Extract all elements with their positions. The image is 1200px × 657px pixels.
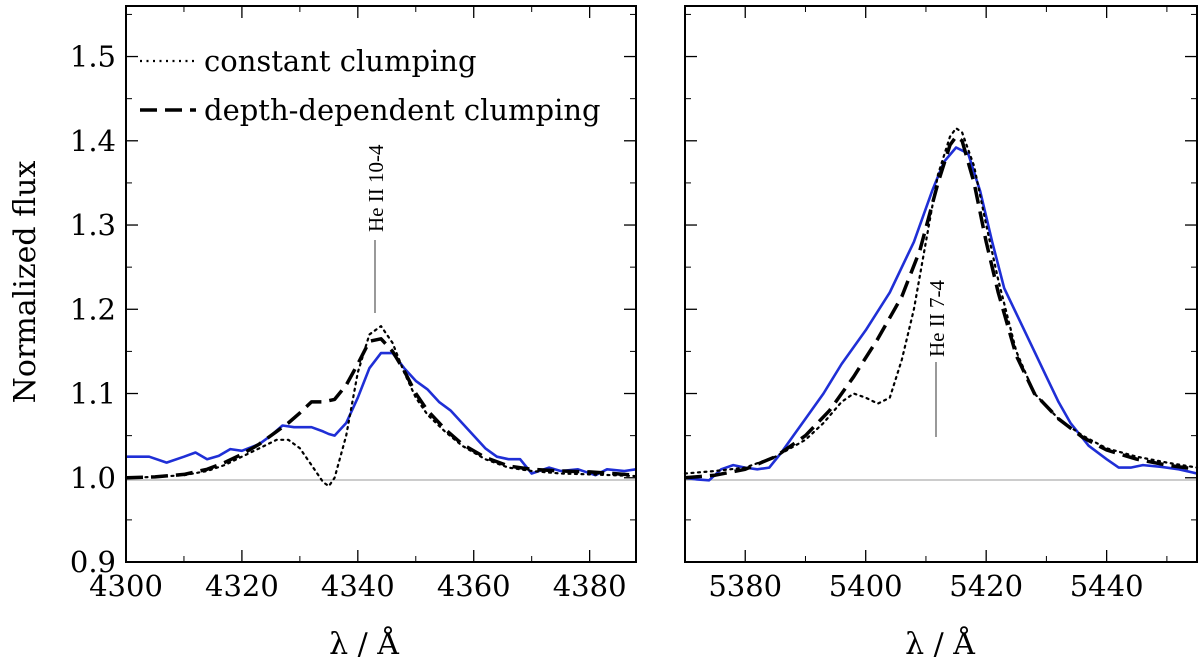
left-series-constant-clumping — [124, 325, 638, 488]
left-x-tick-label: 4340 — [321, 569, 395, 603]
right-x-tick-label: 5380 — [708, 569, 782, 603]
left-y-tick-label: 1.4 — [70, 124, 116, 158]
legend-depth-dependent-clumping: depth-dependent clumping — [204, 93, 601, 127]
right-series-constant-clumping — [683, 127, 1199, 475]
he-ii-7-4-label: He II 7-4 — [925, 280, 949, 357]
left-plot-frame — [125, 5, 637, 563]
left-y-tick-label: 1.5 — [70, 40, 116, 74]
left-x-axis-label: λ / Å — [329, 626, 399, 657]
left-tick-labels: 4300 4320 4340 4360 4380 0.9 1.0 1.1 1.2 1.3 1.4 1.… — [70, 40, 627, 603]
left-panel: He II 10-4 4300 4320 4340 4360 4380 0.9 1.0 1.1… — [8, 5, 638, 657]
right-series-depth-dependent-clumping — [684, 134, 1198, 480]
right-x-axis-label: λ / Å — [905, 626, 975, 657]
he-ii-10-4-label: He II 10-4 — [364, 144, 388, 232]
left-y-tick-label: 1.1 — [70, 377, 116, 411]
left-series — [124, 325, 638, 488]
left-y-tick-label: 0.9 — [70, 545, 116, 579]
y-axis-label: Normalized flux — [8, 161, 43, 404]
left-x-tick-label: 4320 — [205, 569, 279, 603]
left-y-tick-label: 1.2 — [70, 292, 116, 326]
left-y-tick-label: 1.3 — [70, 208, 116, 242]
right-x-tick-label: 5420 — [949, 569, 1023, 603]
left-y-tick-label: 1.0 — [70, 461, 116, 495]
left-x-tick-label: 4380 — [553, 569, 627, 603]
legend: constant clumping depth-dependent clumpi… — [140, 44, 601, 127]
left-ticks — [125, 6, 636, 563]
right-plot-frame — [684, 5, 1198, 563]
left-series-observed — [126, 351, 637, 477]
legend-constant-clumping: constant clumping — [204, 44, 477, 78]
right-tick-labels: 5380 5400 5420 5440 — [708, 569, 1143, 603]
right-x-tick-label: 5400 — [829, 569, 903, 603]
right-panel: He II 7-4 5380 5400 5420 5440 λ / Å — [683, 5, 1199, 657]
right-series — [683, 127, 1199, 482]
right-series-observed — [684, 146, 1198, 482]
left-x-tick-label: 4360 — [437, 569, 511, 603]
left-x-tick-label: 4300 — [89, 569, 163, 603]
right-x-tick-label: 5440 — [1070, 569, 1144, 603]
left-series-depth-dependent-clumping — [125, 337, 637, 480]
